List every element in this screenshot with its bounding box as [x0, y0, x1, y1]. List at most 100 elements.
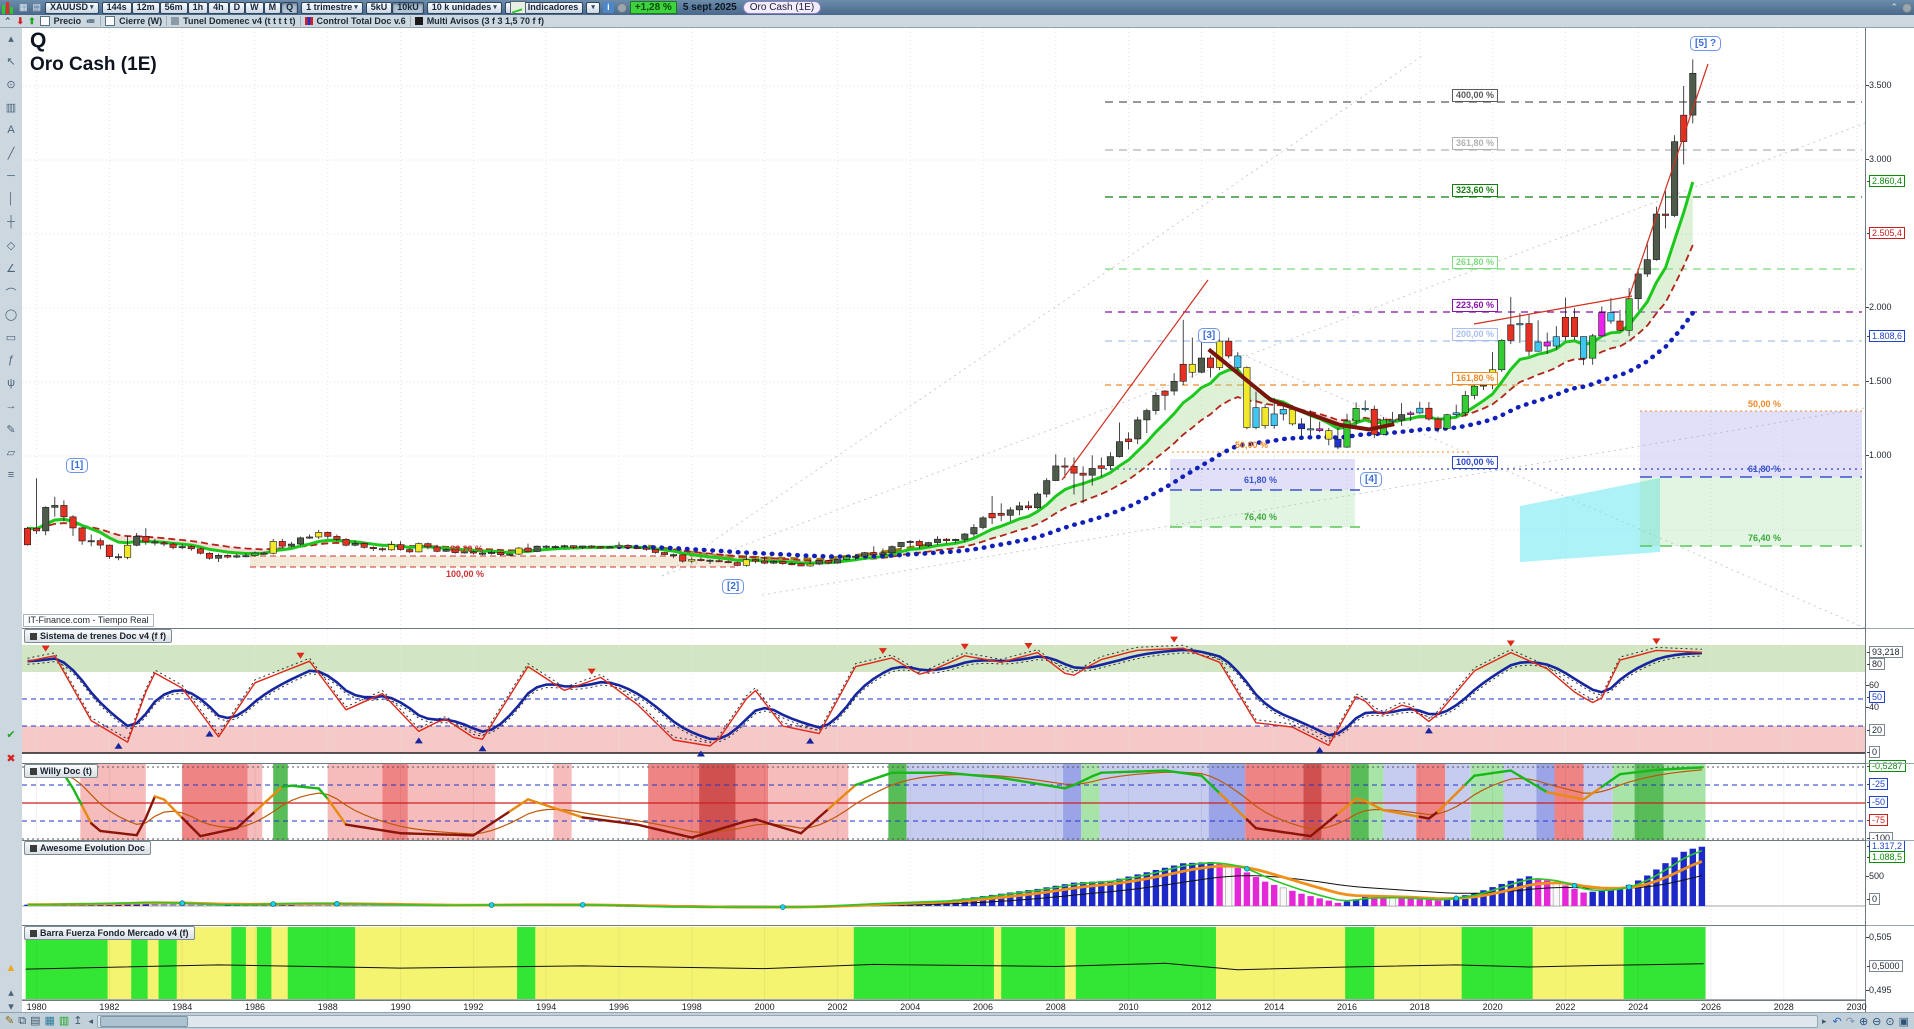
fib-mid-label-5000[interactable]: 50,00 % — [1235, 440, 1269, 450]
elliott-wave-label-5?[interactable]: [5] ? — [1690, 36, 1722, 51]
scroll-right-icon[interactable]: ▸ — [1821, 1015, 1827, 1026]
willy-panel-chip[interactable]: Willy Doc (t) — [24, 764, 98, 778]
fib-extension-label-10000[interactable]: 100,00 % — [1452, 456, 1499, 469]
barra-indicator-panel[interactable] — [22, 925, 1865, 1001]
draw-icon[interactable]: ✎ — [5, 1015, 15, 1027]
elliott-wave-label-2[interactable]: [2] — [722, 579, 745, 594]
fib-right-label-7640[interactable]: 76,40 % — [1748, 533, 1782, 543]
trenes-indicator-panel[interactable] — [22, 628, 1865, 764]
rectangle-icon[interactable]: ▭ — [5, 332, 17, 344]
zoom-in-icon[interactable]: ⊕ — [1858, 1015, 1869, 1028]
trenes-panel-chip[interactable]: Sistema de trenes Doc v4 (f f) — [24, 629, 173, 643]
record-icon[interactable] — [1902, 2, 1912, 13]
elliott-wave-label-3[interactable]: [3] — [1198, 328, 1221, 343]
trendline-icon[interactable]: ╱ — [7, 148, 15, 160]
undo-icon[interactable]: ↶ — [1832, 1015, 1842, 1028]
chart-type-icon[interactable]: ▥ — [5, 102, 17, 114]
image-icon[interactable]: ▦ — [44, 1015, 55, 1027]
buy-arrow-icon[interactable]: ⬆ — [28, 15, 36, 26]
fib-mid-label-7640[interactable]: 76,40 % — [1244, 512, 1278, 522]
list-icon[interactable]: ≡ — [7, 469, 15, 481]
snapshot-icon[interactable]: ▣ — [1898, 1015, 1909, 1028]
timeframe-button-D[interactable]: D — [228, 1, 246, 14]
collapse-toolbar-icon[interactable]: ⌃ — [1890, 2, 1898, 12]
polygon-icon[interactable]: ▱ — [6, 447, 16, 459]
scroll-left-icon[interactable]: ◂ — [88, 1015, 94, 1026]
willy-indicator-panel[interactable] — [22, 763, 1865, 841]
vertical-line-icon[interactable]: │ — [7, 193, 15, 205]
redo-icon[interactable]: ↷ — [1845, 1015, 1855, 1028]
period-select[interactable]: 1 trimestre ▾ — [301, 1, 363, 14]
horizontal-line-icon[interactable]: ─ — [7, 170, 15, 182]
list-settings-icon[interactable]: ≔ — [86, 15, 96, 26]
cierre-label[interactable]: Cierre (W) — [119, 16, 163, 26]
sell-arrow-icon[interactable]: ⬇ — [16, 15, 25, 26]
fib-extension-label-20000[interactable]: 200,00 % — [1452, 328, 1499, 341]
layout-icon[interactable]: ▦ — [19, 2, 28, 12]
timeframe-button-4h[interactable]: 4h — [208, 1, 229, 14]
timeframe-button-144s[interactable]: 144s — [101, 1, 132, 14]
timeframe-button-56m[interactable]: 56m — [159, 1, 188, 14]
cierre-checkbox[interactable] — [105, 16, 116, 26]
fib-left-label-10000[interactable]: 100,00 % — [446, 569, 485, 579]
indicators-dropdown[interactable]: ▾ — [586, 1, 600, 14]
fib-extension-label-22360[interactable]: 223,60 % — [1452, 299, 1499, 312]
avisos-indicator-label[interactable]: Multi Avisos (3 f 3 1,5 70 f f) — [426, 16, 545, 26]
price-axis[interactable]: 3.500 3.000 2.860,4 2.505,4 2.000 1.808,6 1.50… — [1865, 28, 1914, 1012]
delete-icon[interactable]: ✖ — [6, 753, 16, 765]
unit-button-5kU[interactable]: 5kU — [365, 1, 393, 14]
elliott-wave-label-1[interactable]: [1] — [66, 458, 89, 473]
fib-mid-label-6180[interactable]: 61,80 % — [1244, 475, 1278, 485]
table-icon[interactable]: ▥ — [58, 1015, 70, 1027]
zoom-reset-icon[interactable]: ⊙ — [1885, 1015, 1895, 1028]
angle-icon[interactable]: ∠ — [6, 263, 16, 275]
chart-area[interactable]: Q Oro Cash (1E) IT-Finance.com - Tiempo … — [22, 28, 1865, 1012]
text-tool-icon[interactable]: A — [7, 124, 15, 136]
zoom-icon[interactable]: ⊙ — [6, 79, 16, 91]
time-axis[interactable]: 1980 1982 1984 1986 1988 1990 1992 1994 1996 1998… — [22, 1000, 1867, 1013]
precio-checkbox[interactable] — [39, 16, 50, 26]
export-icon[interactable]: ↥ — [73, 1015, 83, 1027]
tunel-indicator-label[interactable]: Tunel Domenec v4 (t t t t t) — [183, 16, 296, 26]
timeframe-button-W[interactable]: W — [245, 1, 264, 14]
units-select[interactable]: 10 k unidades ▾ — [426, 1, 502, 14]
scrollbar-thumb[interactable] — [100, 1015, 189, 1027]
main-price-chart[interactable] — [22, 28, 1865, 628]
pointer-icon[interactable]: ↖ — [6, 56, 16, 68]
fib-extension-label-36180[interactable]: 361,80 % — [1452, 137, 1499, 150]
fib-extension-label-16180[interactable]: 161,80 % — [1452, 372, 1499, 385]
fib-extension-label-32360[interactable]: 323,60 % — [1452, 184, 1499, 197]
precio-label[interactable]: Precio — [53, 16, 82, 26]
collapse-icon[interactable]: ⌃ — [4, 15, 12, 26]
alert-icon[interactable]: ▲ — [5, 962, 17, 974]
symbol-select[interactable]: XAUUSD ▾ — [45, 1, 99, 14]
arc-icon[interactable]: ⌒ — [5, 288, 17, 300]
instrument-pill[interactable]: Oro Cash (1E) — [742, 1, 822, 14]
scroll-up-icon[interactable]: ▴ — [8, 33, 14, 45]
awesome-panel-chip[interactable]: Awesome Evolution Doc — [24, 841, 151, 855]
ellipse-icon[interactable]: ◯ — [4, 309, 18, 321]
barra-panel-chip[interactable]: Barra Fuerza Fondo Mercado v4 (f) — [24, 926, 195, 940]
fib-left-label-8820[interactable]: 88,20 % — [450, 544, 484, 554]
info-icon[interactable]: i — [602, 2, 614, 13]
timeframe-button-12m[interactable]: 12m — [131, 1, 160, 14]
fib-right-label-6180[interactable]: 61,80 % — [1748, 464, 1782, 474]
scroll-down-icon[interactable]: ▾ — [8, 1001, 14, 1013]
unit-button-10kU[interactable]: 10kU — [392, 1, 424, 14]
zoom-out-icon[interactable]: ⊖ — [1872, 1015, 1882, 1028]
timeframe-button-Q[interactable]: Q — [281, 1, 299, 14]
workspace-icon[interactable]: ▤ — [32, 2, 42, 12]
elliott-wave-label-4[interactable]: [4] — [1360, 472, 1383, 487]
fibonacci-icon[interactable]: ƒ — [7, 354, 15, 366]
clipboard-icon[interactable]: ▤ — [30, 1015, 41, 1027]
control-indicator-label[interactable]: Control Total Doc v.6 — [316, 16, 406, 26]
pencil-icon[interactable]: ✎ — [6, 424, 16, 436]
awesome-indicator-panel[interactable] — [22, 840, 1865, 926]
confirm-icon[interactable]: ✔ — [6, 729, 16, 741]
copy-icon[interactable]: ⧉ — [18, 1015, 27, 1027]
fib-extension-label-26180[interactable]: 261,80 % — [1452, 256, 1499, 269]
indicators-button[interactable]: Indicadores — [504, 1, 584, 14]
cross-line-icon[interactable]: ┼ — [7, 216, 15, 228]
scroll-up-small-icon[interactable]: ▴ — [8, 987, 14, 999]
timeframe-button-1h[interactable]: 1h — [187, 1, 209, 14]
